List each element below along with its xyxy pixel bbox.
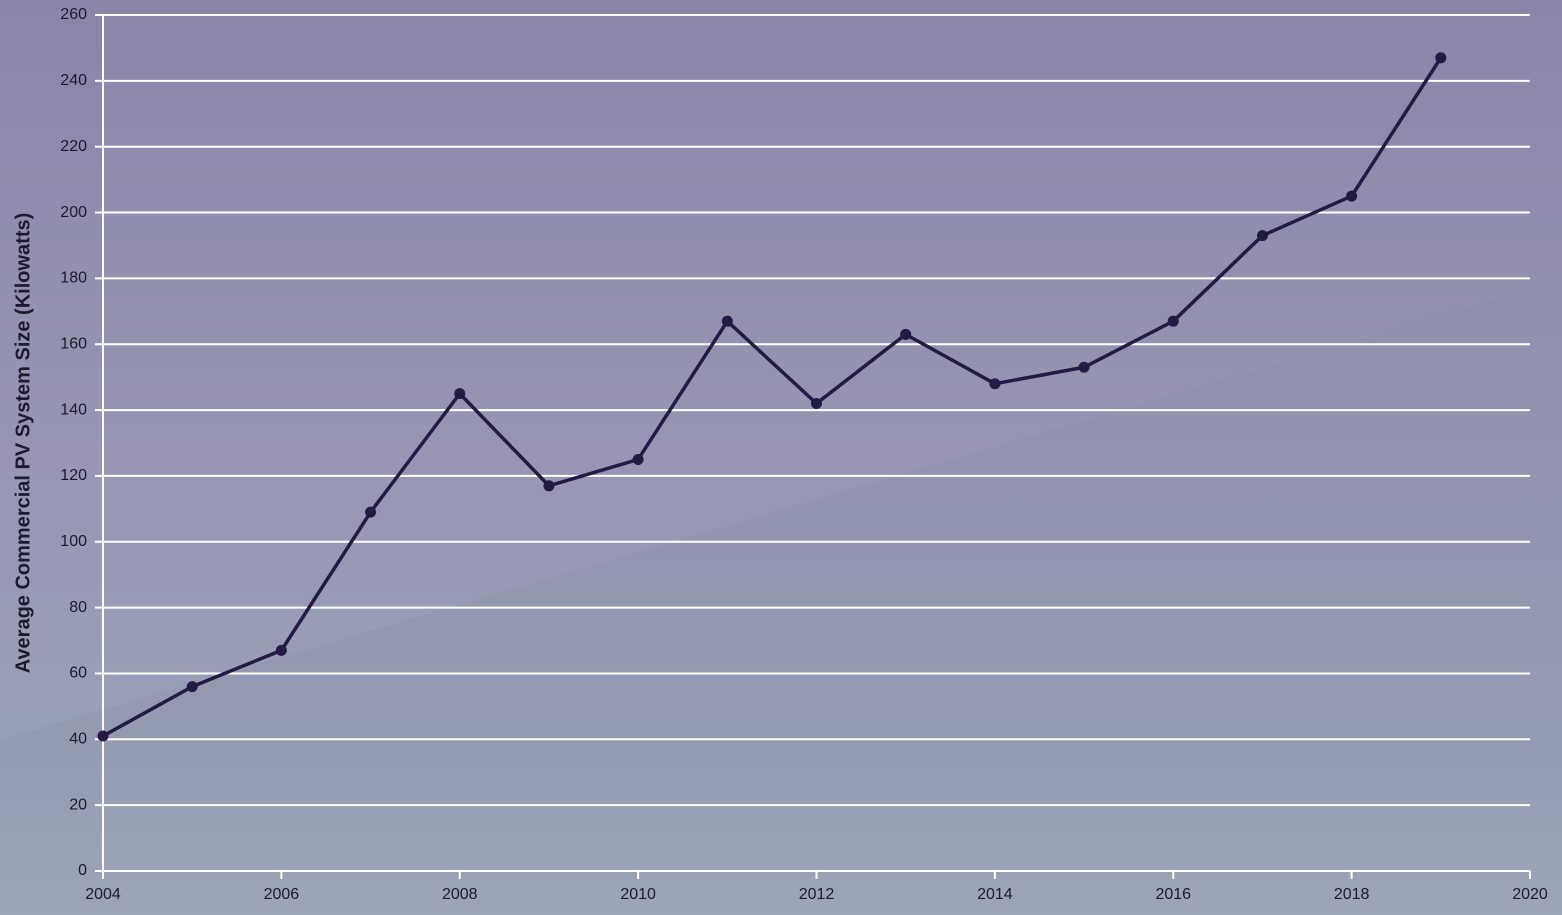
point [543, 480, 555, 492]
point [454, 388, 466, 400]
point [1167, 315, 1179, 327]
background-shade [0, 280, 1562, 915]
line [102, 56, 1443, 738]
y-tick-label: 220 [60, 138, 87, 155]
x-tick-label: 2012 [799, 886, 835, 903]
y-tick-label: 0 [78, 862, 87, 879]
x-tick-label: 2006 [264, 886, 300, 903]
point [1256, 230, 1268, 242]
point [632, 453, 644, 465]
x-tick-label: 2020 [1512, 886, 1548, 903]
point [97, 730, 109, 742]
y-tick-label: 120 [60, 467, 87, 484]
point [811, 397, 822, 409]
point [989, 378, 1001, 390]
y-tick-label: 200 [60, 204, 87, 221]
point [900, 328, 912, 340]
y-tick-label: 260 [60, 6, 87, 23]
x-tick-label: 2018 [1334, 886, 1370, 903]
x-tick-label: 2014 [977, 886, 1013, 903]
x-tick-label: 2010 [620, 886, 656, 903]
y-tick-label: 80 [69, 599, 87, 616]
y-axis-label: Average Commercial PV System Size (Kilow… [12, 213, 34, 674]
x-tick-label: 2004 [85, 886, 121, 903]
point [186, 681, 198, 693]
point [721, 315, 733, 327]
y-tick-label: 160 [60, 335, 87, 352]
y-tick-label: 140 [60, 401, 87, 418]
point [1346, 190, 1358, 202]
y-tick-label: 100 [60, 533, 87, 550]
y-tick-label: 40 [69, 731, 87, 748]
y-tick-label: 240 [60, 72, 87, 89]
x-tick-label: 2016 [1155, 886, 1191, 903]
y-tick-label: 20 [69, 796, 87, 813]
point [275, 644, 287, 656]
y-tick-label: 60 [69, 665, 87, 682]
point [365, 506, 377, 518]
point [1435, 52, 1447, 64]
y-tick-label: 180 [60, 270, 87, 287]
point [1078, 361, 1090, 373]
x-tick-label: 2008 [442, 886, 478, 903]
